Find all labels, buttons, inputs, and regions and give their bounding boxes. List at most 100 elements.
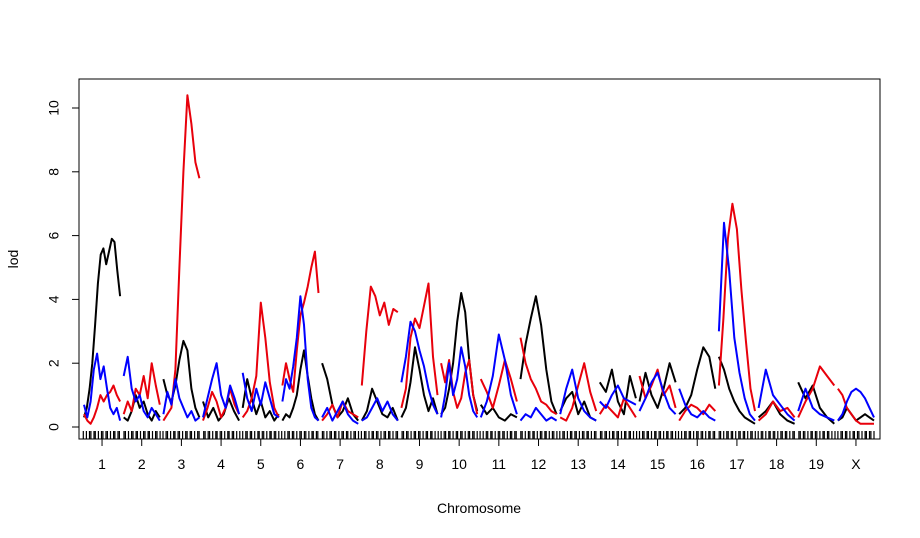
chromosome-label-14: 14 <box>610 456 626 472</box>
marker-rug-chr-5 <box>242 431 280 439</box>
blue-curve-chr-3 <box>162 378 201 422</box>
blue-curve-chr-8 <box>361 397 399 422</box>
red-curve-chr-18 <box>757 400 796 422</box>
chromosome-label-19: 19 <box>808 456 824 472</box>
blue-curve-chr-12 <box>519 406 558 422</box>
chromosome-label-15: 15 <box>650 456 666 472</box>
chromosome-label-12: 12 <box>531 456 547 472</box>
chromosome-label-1: 1 <box>98 456 106 472</box>
blue-curve-chr-16 <box>678 388 716 422</box>
blue-curve-chr-4 <box>202 362 241 418</box>
blue-curve-chr-7 <box>321 400 359 425</box>
lod-curves <box>83 94 875 425</box>
blue-curve-chr-X <box>837 387 875 422</box>
black-curve-chr-15 <box>638 362 677 409</box>
red-curve-chr-13 <box>559 362 598 422</box>
marker-rug-chr-9 <box>401 431 439 439</box>
black-curve-chr-3 <box>162 339 201 418</box>
y-tick-label: 0 <box>46 423 62 431</box>
chromosome-label-3: 3 <box>178 456 186 472</box>
blue-curve-chr-15 <box>638 371 677 415</box>
red-curve-chr-1 <box>83 384 121 425</box>
marker-rug-chr-17 <box>718 431 756 439</box>
blue-curve-chr-13 <box>559 368 597 422</box>
blue-curve-chr-18 <box>757 368 796 422</box>
y-tick-label: 10 <box>46 100 62 116</box>
marker-rug-chr-19 <box>798 431 836 439</box>
marker-rug-chr-18 <box>757 431 795 439</box>
marker-rug-chr-16 <box>677 431 716 439</box>
black-curve-chr-17 <box>717 356 756 425</box>
blue-curve-chr-6 <box>281 295 320 422</box>
black-curve-chr-6 <box>281 349 320 422</box>
chromosome-label-17: 17 <box>729 456 745 472</box>
chromosome-label-4: 4 <box>217 456 225 472</box>
blue-curve-chr-5 <box>241 372 280 419</box>
red-curve-chr-17 <box>717 202 756 412</box>
red-curve-chr-8 <box>360 285 399 386</box>
chromosome-label-18: 18 <box>769 456 785 472</box>
red-curve-chr-2 <box>122 362 161 415</box>
chromosome-label-9: 9 <box>416 456 424 472</box>
marker-rug-chr-6 <box>281 431 319 439</box>
marker-rug-chr-4 <box>203 431 241 439</box>
red-curve-chr-4 <box>202 387 241 421</box>
black-curve-chr-14 <box>598 368 637 416</box>
chromosome-label-16: 16 <box>689 456 705 472</box>
chromosome-label-6: 6 <box>297 456 305 472</box>
red-curve-chr-16 <box>678 403 717 422</box>
red-curve-chr-6 <box>281 250 320 393</box>
black-curve-chr-16 <box>678 346 717 415</box>
black-curve-chr-10 <box>440 292 479 415</box>
marker-rug-chr-10 <box>440 431 478 439</box>
chromosome-label-10: 10 <box>451 456 467 472</box>
red-curve-chr-9 <box>400 282 439 409</box>
x-axis-title: Chromosome <box>437 500 521 516</box>
blue-curve-chr-11 <box>479 333 518 418</box>
blue-curve-chr-1 <box>83 352 122 421</box>
y-axis-title: lod <box>5 250 21 269</box>
y-tick-label: 8 <box>46 168 62 176</box>
chromosome-label-X: X <box>851 456 861 472</box>
x-axis: 1 2 3 4 5 6 7 8 9 10 11 12 13 14 15 16 17 18 19 X <box>98 439 861 472</box>
red-curve-chr-3 <box>162 94 201 422</box>
blue-curve-chr-14 <box>599 384 637 409</box>
marker-rug-chr-12 <box>520 431 558 439</box>
marker-rug-chr-15 <box>638 431 677 439</box>
chromosome-label-7: 7 <box>336 456 344 472</box>
black-curve-chr-1 <box>83 237 122 418</box>
chromosome-label-11: 11 <box>492 456 507 472</box>
marker-rug-chr-13 <box>559 431 597 439</box>
red-curve-chr-5 <box>241 301 280 418</box>
marker-rug-chr-8 <box>360 431 399 439</box>
marker-rug-chr-11 <box>479 431 517 439</box>
plot-frame <box>78 78 881 440</box>
red-curve-chr-X <box>837 388 874 425</box>
chromosome-label-5: 5 <box>257 456 265 472</box>
marker-rug-chr-X <box>837 431 875 439</box>
blue-curve-chr-10 <box>440 346 479 418</box>
black-curve-chr-7 <box>321 362 359 422</box>
marker-rug-chr-1 <box>82 431 120 439</box>
chromosome-label-8: 8 <box>376 456 384 472</box>
red-curve-chr-12 <box>519 337 558 416</box>
y-tick-label: 6 <box>46 231 62 239</box>
red-curve-chr-11 <box>479 359 518 409</box>
marker-rug <box>82 431 875 439</box>
blue-curve-chr-17 <box>717 221 756 422</box>
blue-curve-chr-2 <box>122 355 161 422</box>
marker-rug-chr-14 <box>599 431 638 439</box>
black-curve-chr-11 <box>479 404 518 422</box>
blue-curve-chr-19 <box>797 387 835 422</box>
black-curve-chr-2 <box>123 394 161 422</box>
red-curve-chr-19 <box>797 365 836 418</box>
y-axis: 0 2 4 6 8 10 <box>46 100 80 431</box>
y-tick-label: 2 <box>46 359 62 367</box>
marker-rug-chr-2 <box>123 431 161 439</box>
chromosome-label-2: 2 <box>138 456 146 472</box>
chromosome-label-13: 13 <box>570 456 586 472</box>
marker-rug-chr-7 <box>321 431 360 439</box>
black-curve-chr-12 <box>519 295 558 415</box>
y-tick-label: 4 <box>46 295 62 303</box>
